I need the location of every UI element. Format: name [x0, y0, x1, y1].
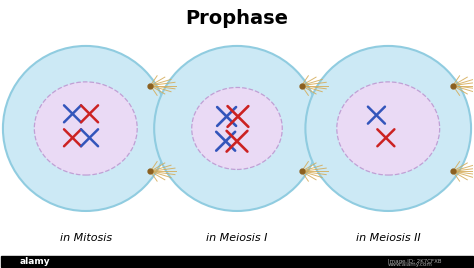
Ellipse shape: [3, 46, 169, 211]
Text: Prophase: Prophase: [185, 9, 289, 28]
Ellipse shape: [337, 82, 440, 175]
Ellipse shape: [305, 46, 471, 211]
Ellipse shape: [192, 87, 282, 169]
Text: in Meiosis I: in Meiosis I: [206, 233, 268, 243]
Text: in Mitosis: in Mitosis: [60, 233, 112, 243]
Ellipse shape: [154, 46, 320, 211]
Ellipse shape: [34, 82, 137, 175]
Text: in Meiosis II: in Meiosis II: [356, 233, 420, 243]
Text: www.alamy.com: www.alamy.com: [388, 262, 433, 267]
Text: alamy: alamy: [19, 257, 50, 266]
Text: Image ID: 2K7CFXB: Image ID: 2K7CFXB: [388, 259, 442, 263]
FancyBboxPatch shape: [0, 256, 474, 267]
